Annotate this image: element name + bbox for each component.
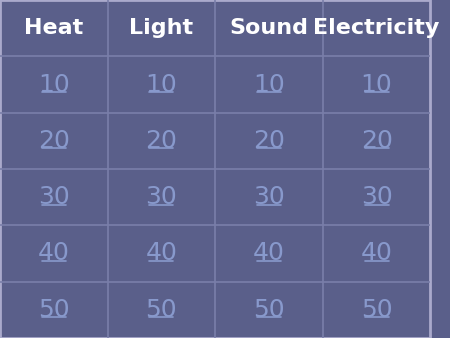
Text: 50: 50 — [38, 298, 70, 322]
Text: 10: 10 — [38, 72, 70, 97]
Text: 40: 40 — [253, 241, 285, 266]
Text: 30: 30 — [38, 185, 70, 209]
Text: 10: 10 — [253, 72, 285, 97]
Text: Electricity: Electricity — [313, 18, 440, 38]
Text: 20: 20 — [253, 129, 285, 153]
Text: 20: 20 — [145, 129, 177, 153]
Text: 30: 30 — [253, 185, 285, 209]
Text: 50: 50 — [253, 298, 285, 322]
Text: 30: 30 — [145, 185, 177, 209]
Text: Light: Light — [129, 18, 194, 38]
Text: 10: 10 — [145, 72, 177, 97]
Text: 50: 50 — [361, 298, 392, 322]
Text: 20: 20 — [38, 129, 70, 153]
Text: 40: 40 — [145, 241, 177, 266]
Text: 40: 40 — [38, 241, 70, 266]
Text: 40: 40 — [360, 241, 392, 266]
Text: Heat: Heat — [24, 18, 83, 38]
Text: 10: 10 — [361, 72, 392, 97]
Text: 50: 50 — [146, 298, 177, 322]
Text: 20: 20 — [360, 129, 392, 153]
Text: 30: 30 — [361, 185, 392, 209]
Text: Sound: Sound — [230, 18, 309, 38]
